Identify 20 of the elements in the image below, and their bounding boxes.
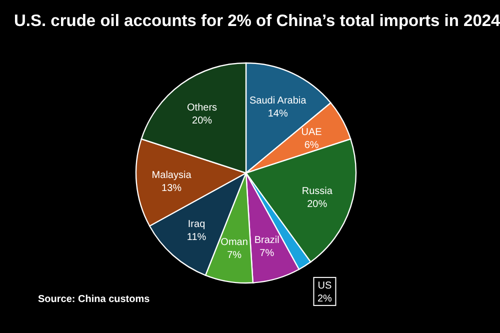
chart-title: U.S. crude oil accounts for 2% of China’s total imports in 2024 [14, 12, 500, 30]
slice-label: Saudi Arabia [249, 95, 307, 106]
source-note: Source: China customs [38, 294, 150, 305]
data-label: 14% [268, 108, 288, 120]
data-label: 20% [307, 199, 328, 210]
slice-label: Malaysia [152, 170, 192, 182]
slice-label: UAE [301, 126, 322, 138]
data-label: 11% [186, 232, 206, 244]
slice-label: Iraq [188, 219, 206, 230]
slice-label: Brazil [254, 234, 280, 246]
slice-label: US [318, 280, 332, 292]
data-label: 20% [192, 115, 212, 126]
data-label: 6% [304, 140, 319, 151]
data-label: 7% [227, 250, 242, 261]
data-label: 2% [318, 293, 332, 304]
slice-label: Others [187, 102, 218, 114]
data-label: 7% [260, 248, 274, 259]
data-label: 13% [162, 183, 182, 194]
slice-label: Russia [302, 186, 333, 198]
slice-label: Oman [220, 236, 248, 248]
